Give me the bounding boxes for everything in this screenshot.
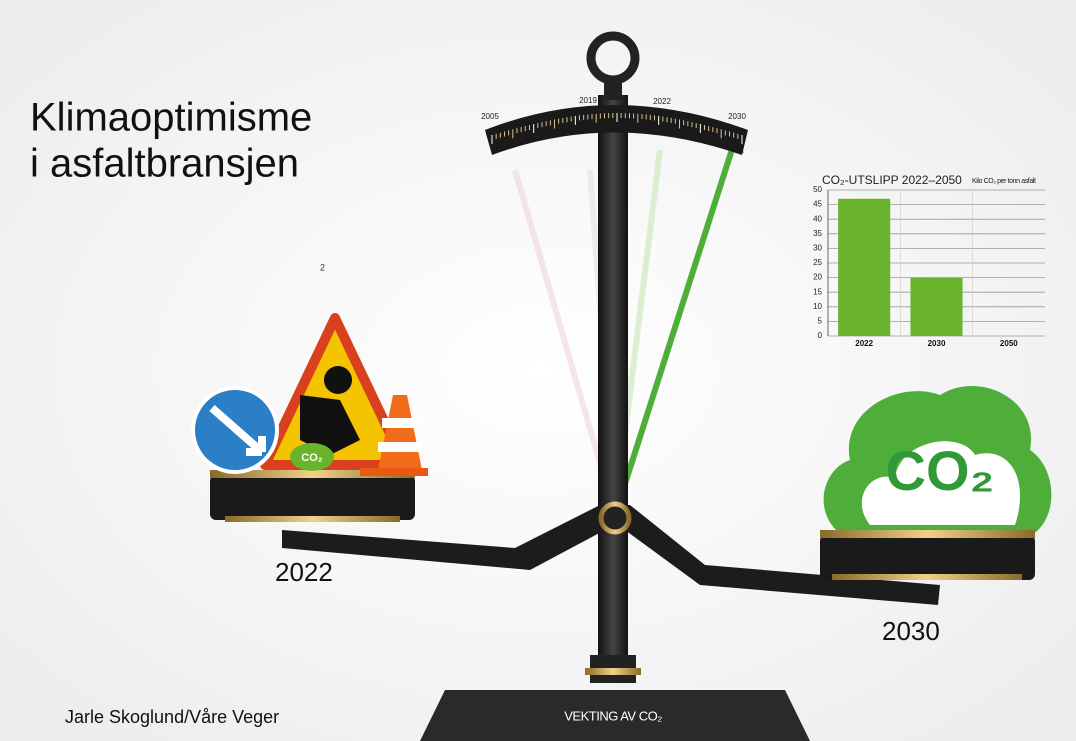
pan-rim bbox=[210, 470, 415, 478]
scale-label: 2022 bbox=[653, 97, 671, 106]
worker-icon bbox=[300, 395, 360, 455]
y-tick-label: 20 bbox=[813, 273, 822, 282]
inset-chart: 0 5 10 15 20 25 30 35 40 45 50 2022 2030 2050 bbox=[813, 185, 1045, 348]
y-tick-label: 0 bbox=[818, 331, 823, 340]
small-cloud-label: CO₂ bbox=[301, 452, 323, 464]
pillar bbox=[598, 95, 628, 665]
cone-stripe bbox=[382, 418, 418, 428]
stray-label: 2 bbox=[320, 262, 325, 272]
worker-icon bbox=[324, 366, 352, 394]
base-label: VEKTING AV CO₂ bbox=[564, 708, 662, 723]
ring-neck bbox=[604, 78, 622, 100]
round-sign-arrow bbox=[209, 404, 266, 456]
pan-rim bbox=[225, 516, 400, 522]
base bbox=[420, 690, 810, 741]
pan-left bbox=[210, 475, 415, 520]
pan-label: 2022 bbox=[275, 557, 333, 587]
y-tick-label: 25 bbox=[813, 258, 822, 267]
caption: Jarle Skoglund/Våre Veger bbox=[65, 707, 279, 727]
co2-cloud-inner bbox=[861, 441, 1021, 525]
pan-right bbox=[820, 535, 1035, 580]
y-tick-label: 45 bbox=[813, 200, 822, 209]
co2-label: CO₂ bbox=[886, 439, 995, 502]
bar bbox=[910, 277, 963, 336]
chart-title: CO₂-UTSLIPP 2022–2050 bbox=[822, 173, 962, 187]
y-tick-label: 15 bbox=[813, 287, 822, 296]
pan-rim bbox=[820, 530, 1035, 538]
pan-rim bbox=[832, 574, 1022, 580]
scale-label: 2005 bbox=[481, 112, 499, 121]
pivot bbox=[598, 501, 632, 535]
cone-base bbox=[360, 468, 428, 476]
title-line: i asfaltbransjen bbox=[30, 142, 299, 186]
scale-arc bbox=[485, 105, 748, 155]
scale-label: 2030 bbox=[728, 112, 746, 121]
x-tick-label: 2022 bbox=[855, 339, 873, 348]
title-line: Klimaoptimisme bbox=[30, 96, 312, 140]
chart-subtitle: Kilo CO₂ per tonn asfalt bbox=[972, 178, 1036, 185]
y-tick-label: 35 bbox=[813, 229, 822, 238]
pan-label: 2030 bbox=[882, 616, 940, 646]
small-cloud bbox=[290, 443, 334, 471]
y-tick-label: 5 bbox=[818, 317, 823, 326]
pillar-foot-rim bbox=[585, 668, 641, 675]
cone-stripe bbox=[378, 442, 422, 452]
y-tick-label: 10 bbox=[813, 302, 822, 311]
x-tick-label: 2050 bbox=[1000, 339, 1018, 348]
scale-ticks bbox=[491, 113, 743, 144]
scale-label: 2019 bbox=[579, 96, 597, 105]
bar bbox=[838, 198, 891, 336]
beam bbox=[282, 505, 940, 605]
y-tick-label: 50 bbox=[813, 185, 822, 194]
x-tick-label: 2030 bbox=[928, 339, 946, 348]
y-tick-label: 30 bbox=[813, 244, 822, 253]
y-tick-label: 40 bbox=[813, 214, 822, 223]
